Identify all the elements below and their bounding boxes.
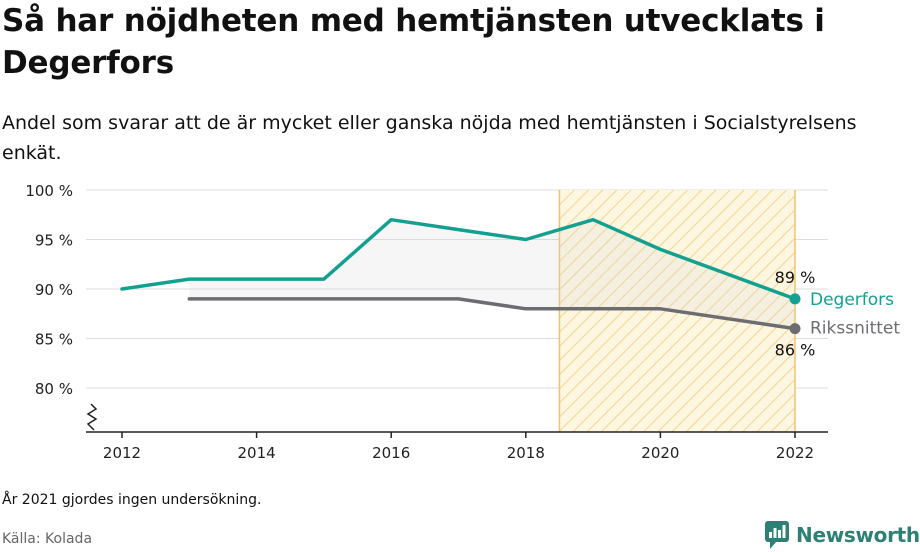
source-note: Källa: Kolada (2, 531, 93, 547)
x-tick-label: 2014 (238, 444, 276, 462)
logo-bar-2 (773, 528, 777, 538)
series-name-label-rikssnittet: Rikssnittet (810, 319, 900, 339)
label-layer: 89 % Degerfors 86 % Rikssnittet (775, 268, 901, 360)
logo-bar-4 (782, 525, 786, 538)
series-name-label-degerfors: Degerfors (810, 290, 894, 310)
chart-title: Så har nöjdheten med hemtjänsten utveckl… (2, 3, 825, 81)
brand-logo: Newsworthy (764, 519, 920, 551)
series-line-rikssnittet (187, 297, 797, 331)
x-tick-label: 2018 (507, 444, 545, 462)
axis-layer: 2012 2014 2016 2018 2020 2022 (86, 403, 828, 462)
y-tick-label: 90 % (35, 281, 73, 299)
y-tick-label: 100 % (25, 182, 73, 200)
x-tick-label: 2022 (776, 444, 814, 462)
y-tick-label: 80 % (35, 380, 73, 398)
logo-bar-1 (769, 532, 772, 538)
end-point-degerfors (789, 293, 801, 305)
y-tick-label: 95 % (35, 232, 73, 250)
gap-fill-area (189, 219, 796, 329)
series-layer (120, 217, 801, 335)
brand-name: Newsworthy (796, 523, 920, 547)
gap-fill-layer (189, 219, 796, 329)
footnote: År 2021 gjordes ingen undersökning. (2, 492, 262, 508)
end-value-label-degerfors: 89 % (775, 268, 816, 287)
newsworthy-logo-icon (765, 521, 789, 549)
y-axis-break-icon (86, 403, 98, 431)
x-tick-label: 2012 (103, 444, 141, 462)
logo-bar-3 (778, 530, 781, 538)
chart-subtitle: Andel som svarar att de är mycket eller … (2, 112, 857, 164)
x-tick-label: 2020 (641, 444, 679, 462)
series-line-degerfors (120, 217, 797, 301)
y-tick-label: 85 % (35, 331, 73, 349)
logo-bubble-tail (770, 542, 776, 549)
end-point-rikssnittet (789, 323, 801, 335)
end-value-label-rikssnittet: 86 % (775, 341, 816, 360)
x-tick-label: 2016 (372, 444, 410, 462)
